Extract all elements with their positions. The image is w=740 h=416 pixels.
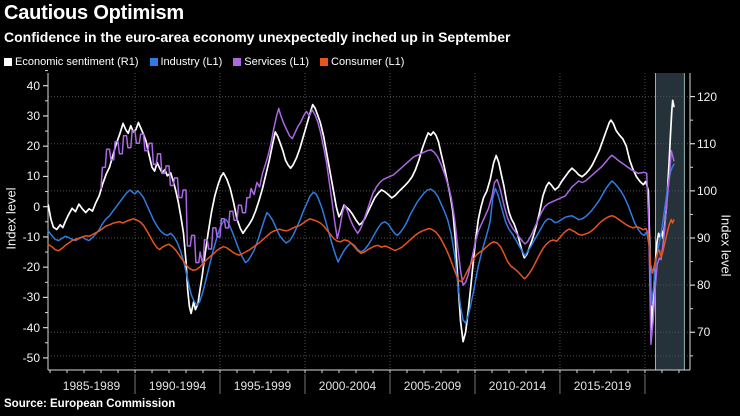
- right-tick-label-90: 90: [697, 231, 711, 245]
- x-bin-label-6: 2015-2019: [573, 379, 632, 393]
- legend-swatch-icon: [149, 58, 158, 66]
- source-credit: Source: European Commission: [4, 398, 176, 410]
- left-tick-label--50: -50: [22, 350, 40, 365]
- series-line-industry-l1: [47, 163, 675, 324]
- legend-swatch-icon: [233, 58, 242, 66]
- left-tick-label--30: -30: [22, 290, 40, 305]
- left-tick-label-30: 30: [26, 108, 40, 123]
- right-tick-label-120: 120: [697, 89, 718, 104]
- legend-label: Industry (L1): [160, 56, 223, 68]
- legend-item-2[interactable]: Services (L1): [233, 56, 309, 68]
- legend-item-0[interactable]: Economic sentiment (R1): [4, 56, 139, 68]
- x-bin-label-5: 2010-2014: [488, 379, 547, 393]
- page-title: Cautious Optimism: [4, 2, 184, 24]
- right-tick-label-70: 70: [697, 325, 711, 340]
- right-tick-label-100: 100: [697, 183, 718, 198]
- left-tick-label-20: 20: [26, 139, 40, 154]
- x-bin-label-4: 2005-2009: [403, 379, 462, 393]
- right-axis-title: Index level: [718, 214, 734, 277]
- left-tick-label-40: 40: [26, 78, 40, 93]
- left-axis-title: Index level: [3, 187, 19, 250]
- legend-swatch-icon: [320, 58, 329, 66]
- series-line-consumer-l1: [47, 215, 675, 283]
- legend-label: Consumer (L1): [331, 56, 405, 68]
- legend-item-1[interactable]: Industry (L1): [149, 56, 223, 68]
- x-bin-label-2: 1995-1999: [233, 379, 292, 393]
- left-tick-label--20: -20: [22, 260, 40, 275]
- x-bin-label-1: 1990-1994: [148, 379, 207, 393]
- right-tick-label-110: 110: [697, 136, 717, 151]
- legend-swatch-icon: [4, 58, 12, 66]
- legend-label: Economic sentiment (R1): [15, 56, 139, 68]
- x-bin-label-3: 2000-2004: [318, 379, 377, 393]
- left-tick-label--40: -40: [22, 320, 40, 335]
- left-tick-label-0: 0: [33, 199, 40, 214]
- left-tick-label--10: -10: [22, 229, 40, 244]
- x-bin-label-0: 1985-1989: [62, 379, 121, 393]
- chart-subtitle: Confidence in the euro-area economy unex…: [4, 29, 511, 45]
- left-tick-label-10: 10: [26, 169, 40, 184]
- series-line-services-l1: [100, 107, 675, 346]
- legend-label: Services (L1): [244, 56, 310, 68]
- series-line-economic-sentiment-r1: [47, 99, 675, 343]
- legend-item-3[interactable]: Consumer (L1): [320, 56, 404, 68]
- chart-legend: Economic sentiment (R1) Industry (L1) Serv…: [4, 56, 404, 68]
- right-tick-label-80: 80: [697, 278, 711, 293]
